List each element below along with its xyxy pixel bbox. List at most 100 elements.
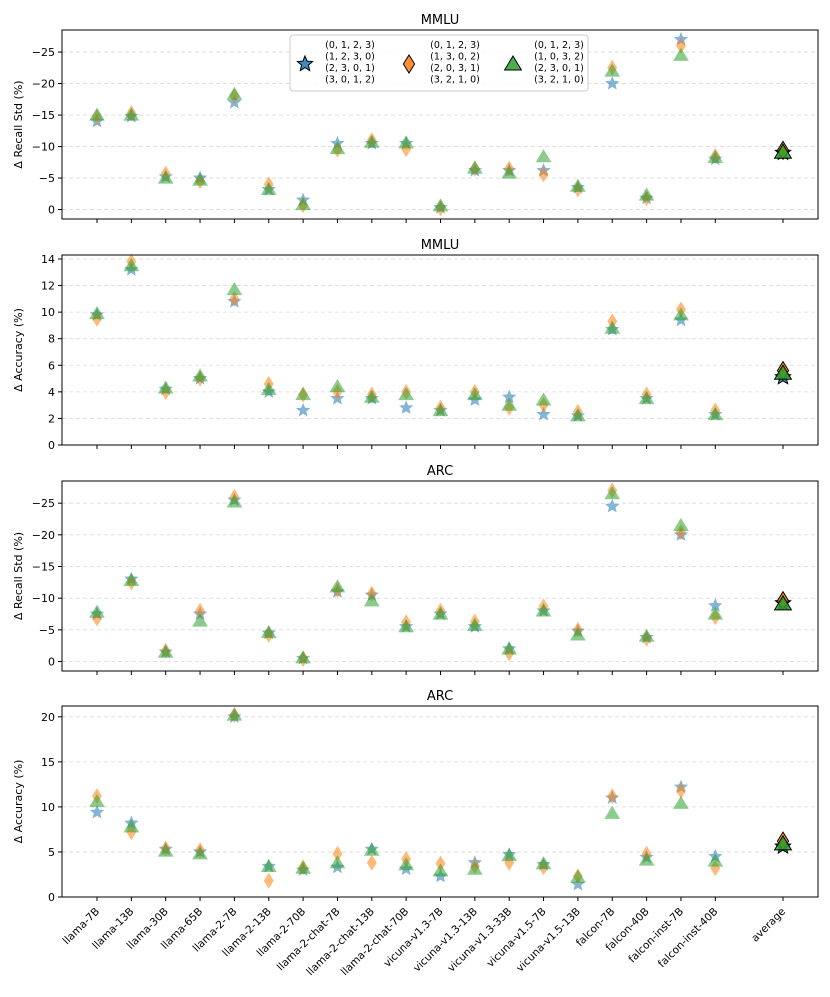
point-triangle — [226, 707, 243, 721]
point-star — [605, 76, 620, 90]
y-tick-label: −5 — [39, 172, 55, 185]
point-triangle — [604, 486, 621, 500]
point-star — [502, 389, 517, 404]
point-triangle — [501, 165, 518, 179]
point-triangle — [432, 402, 449, 417]
point-triangle — [673, 795, 689, 809]
point-triangle — [570, 178, 586, 192]
point-triangle — [707, 853, 724, 867]
point-diamond — [607, 788, 618, 805]
point-diamond — [263, 872, 274, 889]
x-tick-label: vicuna-v1.3-7B — [381, 906, 445, 970]
point-triangle — [89, 305, 105, 320]
point-triangle — [638, 852, 655, 866]
point-triangle — [295, 650, 311, 664]
point-triangle — [432, 863, 449, 877]
point-triangle — [363, 134, 380, 148]
point-triangle — [295, 387, 311, 401]
point-triangle — [157, 170, 174, 184]
point-diamond — [332, 845, 343, 862]
point-triangle — [226, 494, 243, 508]
point-triangle — [570, 869, 586, 883]
legend-label: (2, 3, 0, 1) — [325, 63, 375, 74]
y-tick-label: 0 — [48, 891, 55, 904]
point-triangle — [398, 135, 415, 149]
point-triangle — [260, 381, 277, 395]
y-tick-label: −20 — [32, 529, 55, 542]
panel-title: ARC — [427, 689, 453, 704]
point-triangle — [535, 603, 552, 617]
point-triangle — [226, 86, 243, 100]
legend-label: (1, 3, 0, 2) — [430, 52, 480, 63]
x-tick-label: vicuna-v1.5-7B — [485, 906, 549, 970]
point-triangle — [123, 107, 140, 121]
panel-4: 0 5 10 15 20 ARC Δ Accuracy (%) — [12, 689, 819, 904]
point-triangle — [570, 627, 586, 641]
y-tick-label: 15 — [41, 756, 55, 769]
point-triangle — [432, 606, 449, 620]
point-triangle — [363, 389, 380, 403]
point-triangle — [501, 848, 518, 862]
point-triangle — [604, 63, 621, 77]
point-triangle — [123, 258, 140, 272]
point-triangle — [329, 140, 346, 155]
panel-2: 0 2 4 6 8 10 12 14 MMLU Δ Accuracy (%) — [12, 238, 819, 452]
y-tick-label: 0 — [48, 439, 55, 452]
panel-title: ARC — [427, 464, 453, 479]
y-tick-label: 4 — [48, 386, 55, 399]
point-star — [399, 400, 414, 414]
point-diamond — [675, 782, 686, 799]
panel-title: MMLU — [421, 238, 460, 253]
plot-frame — [61, 254, 819, 446]
point-star — [89, 804, 105, 819]
point-diamond — [538, 166, 549, 183]
point-triangle — [157, 380, 174, 394]
y-tick-label: −15 — [32, 109, 55, 122]
point-triangle — [89, 604, 105, 618]
point-triangle — [329, 379, 346, 393]
panel-3: 0 −5 −10 −15 −20 −25 ARC Δ Recall Std (%) — [12, 464, 819, 675]
point-triangle — [707, 406, 724, 421]
point-triangle — [707, 606, 724, 620]
legend-label: (0, 1, 2, 3) — [325, 40, 375, 51]
legend-label: (0, 1, 2, 3) — [430, 40, 480, 51]
legend-marker-triangle — [503, 55, 523, 71]
y-tick-label: −15 — [32, 561, 55, 574]
point-triangle — [295, 860, 311, 874]
point-star — [536, 406, 551, 421]
legend: (0, 1, 2, 3)(1, 2, 3, 0)(2, 3, 0, 1)(3, … — [289, 34, 589, 92]
point-triangle — [157, 644, 174, 658]
point-triangle — [638, 628, 655, 642]
point-triangle — [123, 572, 140, 587]
point-triangle — [192, 613, 208, 627]
point-triangle — [535, 149, 552, 163]
x-tick-label: average — [749, 906, 788, 945]
plot-frame — [61, 29, 819, 220]
y-tick-label: 5 — [48, 846, 55, 859]
x-tick-label: vicuna-v1.5-13B — [514, 906, 583, 975]
y-tick-label: 10 — [41, 801, 55, 814]
point-triangle — [398, 387, 415, 401]
point-triangle — [466, 617, 483, 632]
point-triangle — [192, 846, 208, 860]
y-tick-label: −20 — [32, 78, 55, 91]
point-triangle — [673, 47, 689, 61]
y-tick-label: −10 — [32, 141, 55, 154]
point-triangle — [466, 160, 483, 174]
point-triangle — [329, 579, 346, 593]
point-triangle — [226, 282, 243, 296]
legend-label: (2, 3, 0, 1) — [534, 63, 584, 74]
y-tick-label: 0 — [48, 204, 55, 217]
point-triangle — [432, 198, 449, 212]
point-triangle — [535, 856, 552, 870]
legend-label: (1, 0, 3, 2) — [534, 52, 584, 63]
legend-marker-diamond — [402, 54, 416, 74]
average-point-triangle — [773, 594, 793, 611]
y-axis-label: Δ Accuracy (%) — [12, 308, 25, 392]
average-point-triangle — [773, 143, 793, 159]
point-triangle — [398, 619, 415, 633]
average-point-triangle — [773, 364, 793, 380]
point-star — [708, 598, 723, 612]
point-diamond — [366, 854, 377, 871]
y-tick-label: −25 — [32, 46, 55, 59]
